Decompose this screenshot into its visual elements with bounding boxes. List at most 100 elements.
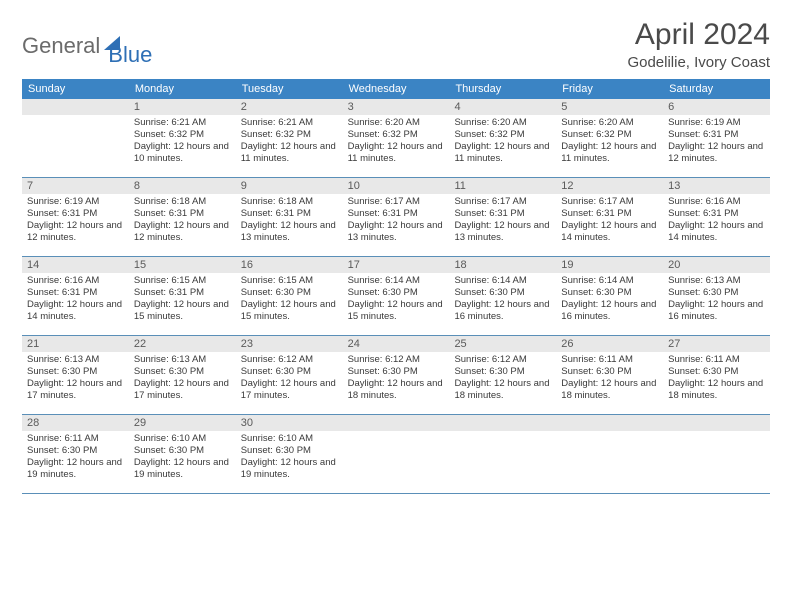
day-number-empty (663, 415, 770, 431)
day-cell: 23Sunrise: 6:12 AMSunset: 6:30 PMDayligh… (236, 336, 343, 414)
sunrise-text: Sunrise: 6:19 AM (27, 196, 124, 208)
calendar-page: General Blue April 2024 Godelilie, Ivory… (0, 0, 792, 494)
day-content: Sunrise: 6:12 AMSunset: 6:30 PMDaylight:… (236, 352, 343, 406)
day-number: 9 (236, 178, 343, 194)
day-cell: 6Sunrise: 6:19 AMSunset: 6:31 PMDaylight… (663, 99, 770, 177)
month-title: April 2024 (627, 18, 770, 52)
day-number: 14 (22, 257, 129, 273)
day-content: Sunrise: 6:11 AMSunset: 6:30 PMDaylight:… (556, 352, 663, 406)
day-number: 13 (663, 178, 770, 194)
day-number-empty (449, 415, 556, 431)
day-number: 17 (343, 257, 450, 273)
sunrise-text: Sunrise: 6:13 AM (27, 354, 124, 366)
sunset-text: Sunset: 6:30 PM (561, 287, 658, 299)
sunset-text: Sunset: 6:31 PM (134, 287, 231, 299)
day-number: 1 (129, 99, 236, 115)
sunrise-text: Sunrise: 6:14 AM (561, 275, 658, 287)
day-cell: 7Sunrise: 6:19 AMSunset: 6:31 PMDaylight… (22, 178, 129, 256)
day-content: Sunrise: 6:10 AMSunset: 6:30 PMDaylight:… (129, 431, 236, 485)
day-cell: 5Sunrise: 6:20 AMSunset: 6:32 PMDaylight… (556, 99, 663, 177)
daylight-text: Daylight: 12 hours and 19 minutes. (134, 457, 231, 481)
sunset-text: Sunset: 6:30 PM (454, 287, 551, 299)
day-content: Sunrise: 6:18 AMSunset: 6:31 PMDaylight:… (236, 194, 343, 248)
sunrise-text: Sunrise: 6:21 AM (134, 117, 231, 129)
page-header: General Blue April 2024 Godelilie, Ivory… (22, 18, 770, 71)
location-label: Godelilie, Ivory Coast (627, 54, 770, 71)
day-cell: 25Sunrise: 6:12 AMSunset: 6:30 PMDayligh… (449, 336, 556, 414)
day-number: 21 (22, 336, 129, 352)
sunrise-text: Sunrise: 6:18 AM (134, 196, 231, 208)
weekday-header: Sunday (22, 79, 129, 99)
day-content: Sunrise: 6:21 AMSunset: 6:32 PMDaylight:… (129, 115, 236, 169)
day-cell (663, 415, 770, 493)
daylight-text: Daylight: 12 hours and 15 minutes. (241, 299, 338, 323)
weekday-header: Monday (129, 79, 236, 99)
weekday-header: Thursday (449, 79, 556, 99)
daylight-text: Daylight: 12 hours and 10 minutes. (134, 141, 231, 165)
day-number: 3 (343, 99, 450, 115)
daylight-text: Daylight: 12 hours and 18 minutes. (348, 378, 445, 402)
sunset-text: Sunset: 6:30 PM (348, 287, 445, 299)
day-number: 24 (343, 336, 450, 352)
daylight-text: Daylight: 12 hours and 13 minutes. (348, 220, 445, 244)
sunrise-text: Sunrise: 6:19 AM (668, 117, 765, 129)
daylight-text: Daylight: 12 hours and 11 minutes. (561, 141, 658, 165)
day-number: 26 (556, 336, 663, 352)
day-number: 4 (449, 99, 556, 115)
daylight-text: Daylight: 12 hours and 11 minutes. (241, 141, 338, 165)
day-number: 11 (449, 178, 556, 194)
week-row: 1Sunrise: 6:21 AMSunset: 6:32 PMDaylight… (22, 99, 770, 178)
day-content: Sunrise: 6:17 AMSunset: 6:31 PMDaylight:… (449, 194, 556, 248)
day-content: Sunrise: 6:19 AMSunset: 6:31 PMDaylight:… (663, 115, 770, 169)
day-cell: 11Sunrise: 6:17 AMSunset: 6:31 PMDayligh… (449, 178, 556, 256)
day-number: 30 (236, 415, 343, 431)
day-cell (22, 99, 129, 177)
logo-text-general: General (22, 33, 100, 59)
sunset-text: Sunset: 6:30 PM (241, 287, 338, 299)
day-cell: 20Sunrise: 6:13 AMSunset: 6:30 PMDayligh… (663, 257, 770, 335)
sunset-text: Sunset: 6:32 PM (454, 129, 551, 141)
day-number: 8 (129, 178, 236, 194)
sunset-text: Sunset: 6:32 PM (561, 129, 658, 141)
day-content: Sunrise: 6:14 AMSunset: 6:30 PMDaylight:… (343, 273, 450, 327)
daylight-text: Daylight: 12 hours and 12 minutes. (134, 220, 231, 244)
sunrise-text: Sunrise: 6:11 AM (27, 433, 124, 445)
daylight-text: Daylight: 12 hours and 12 minutes. (27, 220, 124, 244)
sunset-text: Sunset: 6:30 PM (134, 445, 231, 457)
day-number-empty (556, 415, 663, 431)
sunset-text: Sunset: 6:30 PM (241, 366, 338, 378)
day-content: Sunrise: 6:19 AMSunset: 6:31 PMDaylight:… (22, 194, 129, 248)
daylight-text: Daylight: 12 hours and 11 minutes. (454, 141, 551, 165)
day-content: Sunrise: 6:16 AMSunset: 6:31 PMDaylight:… (663, 194, 770, 248)
day-number: 25 (449, 336, 556, 352)
sunrise-text: Sunrise: 6:12 AM (454, 354, 551, 366)
daylight-text: Daylight: 12 hours and 15 minutes. (348, 299, 445, 323)
day-number: 28 (22, 415, 129, 431)
day-cell: 26Sunrise: 6:11 AMSunset: 6:30 PMDayligh… (556, 336, 663, 414)
day-number: 6 (663, 99, 770, 115)
sunrise-text: Sunrise: 6:18 AM (241, 196, 338, 208)
day-cell: 1Sunrise: 6:21 AMSunset: 6:32 PMDaylight… (129, 99, 236, 177)
sunrise-text: Sunrise: 6:10 AM (134, 433, 231, 445)
daylight-text: Daylight: 12 hours and 19 minutes. (27, 457, 124, 481)
sunrise-text: Sunrise: 6:17 AM (454, 196, 551, 208)
sunset-text: Sunset: 6:31 PM (348, 208, 445, 220)
title-block: April 2024 Godelilie, Ivory Coast (627, 18, 770, 71)
day-content: Sunrise: 6:14 AMSunset: 6:30 PMDaylight:… (556, 273, 663, 327)
sunrise-text: Sunrise: 6:17 AM (561, 196, 658, 208)
day-cell: 2Sunrise: 6:21 AMSunset: 6:32 PMDaylight… (236, 99, 343, 177)
day-content: Sunrise: 6:17 AMSunset: 6:31 PMDaylight:… (343, 194, 450, 248)
weekday-header: Friday (556, 79, 663, 99)
daylight-text: Daylight: 12 hours and 14 minutes. (668, 220, 765, 244)
sunset-text: Sunset: 6:31 PM (561, 208, 658, 220)
sunset-text: Sunset: 6:32 PM (348, 129, 445, 141)
daylight-text: Daylight: 12 hours and 16 minutes. (561, 299, 658, 323)
sunset-text: Sunset: 6:30 PM (454, 366, 551, 378)
sunset-text: Sunset: 6:31 PM (668, 129, 765, 141)
day-cell: 3Sunrise: 6:20 AMSunset: 6:32 PMDaylight… (343, 99, 450, 177)
day-content: Sunrise: 6:13 AMSunset: 6:30 PMDaylight:… (129, 352, 236, 406)
sunset-text: Sunset: 6:30 PM (561, 366, 658, 378)
day-cell (556, 415, 663, 493)
day-content: Sunrise: 6:20 AMSunset: 6:32 PMDaylight:… (449, 115, 556, 169)
sunset-text: Sunset: 6:30 PM (134, 366, 231, 378)
